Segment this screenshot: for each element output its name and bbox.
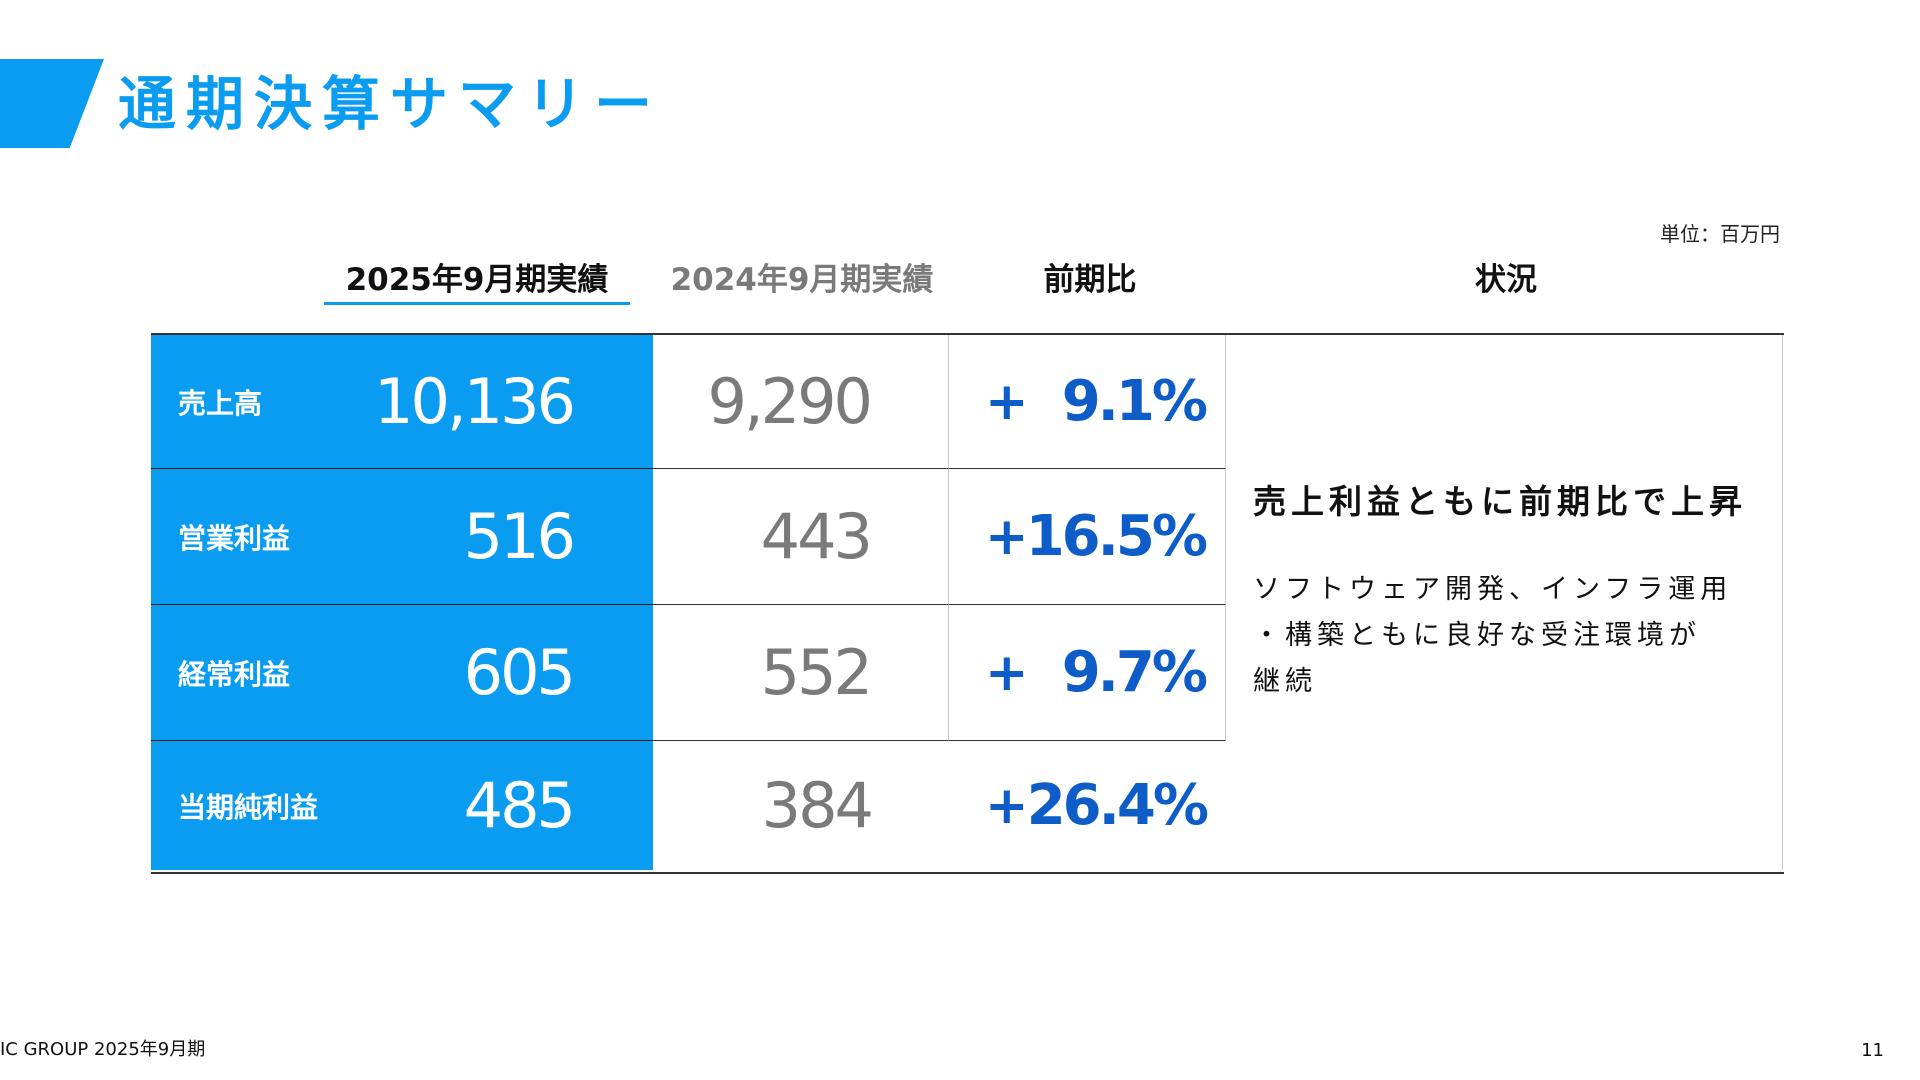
prior-value: 443	[760, 500, 873, 573]
header-current-period: 2025年9月期実績	[324, 258, 630, 305]
footer-company-period: IC GROUP 2025年9月期	[0, 1039, 206, 1060]
status-detail-line: 継続	[1253, 666, 1317, 697]
table-row: 営業利益 516 443 + 16.5%	[151, 469, 1228, 605]
row-label: 当期純利益	[178, 790, 319, 824]
table-row: 当期純利益 485 384 + 26.4%	[151, 741, 1228, 870]
prior-cell: 443	[653, 469, 949, 605]
prior-cell: 384	[653, 741, 950, 870]
page-title: 通期決算サマリー	[118, 70, 663, 138]
ratio-cell: + 9.1%	[949, 335, 1226, 469]
row-label: 経常利益	[178, 657, 291, 691]
ratio-cell: + 26.4%	[949, 741, 1227, 870]
prior-cell: 552	[653, 605, 949, 741]
status-detail-line: ソフトウェア開発、インフラ運用	[1253, 574, 1733, 605]
unit-label: 単位：百万円	[1660, 222, 1780, 246]
current-value: 516	[463, 500, 576, 573]
header-yoy-ratio: 前期比	[1043, 262, 1137, 298]
row-label: 営業利益	[178, 521, 291, 555]
current-value: 605	[463, 636, 576, 709]
status-detail-line: ・構築ともに良好な受注環境が	[1253, 620, 1701, 651]
header-prior-period: 2024年9月期実績	[670, 262, 934, 298]
current-cell: 売上高 10,136	[151, 335, 653, 469]
current-cell: 営業利益 516	[151, 469, 653, 605]
ratio-sign: +	[985, 371, 1029, 432]
prior-value: 384	[761, 769, 874, 842]
header-status: 状況	[1475, 262, 1537, 298]
status-cell: 売上利益ともに前期比で上昇 ソフトウェア開発、インフラ運用 ・構築ともに良好な受…	[1226, 335, 1783, 870]
current-cell: 当期純利益 485	[151, 741, 653, 870]
ratio-value: 16.5%	[1025, 504, 1208, 569]
prior-cell: 9,290	[653, 335, 949, 469]
prior-value: 9,290	[707, 365, 873, 438]
ratio-sign: +	[985, 642, 1029, 703]
current-value: 10,136	[374, 365, 576, 438]
ratio-cell: + 9.7%	[949, 605, 1226, 741]
ratio-value: 26.4%	[1026, 773, 1209, 838]
ratio-value: 9.1%	[1061, 369, 1208, 434]
prior-value: 552	[760, 636, 873, 709]
title-accent-shape	[0, 59, 104, 148]
status-headline: 売上利益ともに前期比で上昇	[1253, 482, 1747, 521]
table-row: 売上高 10,136 9,290 + 9.1%	[151, 335, 1228, 469]
ratio-sign: +	[985, 506, 1029, 567]
table-row: 経常利益 605 552 + 9.7%	[151, 605, 1228, 741]
ratio-cell: + 16.5%	[949, 469, 1226, 605]
current-cell: 経常利益 605	[151, 605, 653, 741]
current-value: 485	[463, 769, 576, 842]
ratio-value: 9.7%	[1061, 640, 1208, 705]
results-table: 売上高 10,136 9,290 + 9.1% 営業利益 516 443 + 1…	[151, 333, 1784, 874]
ratio-sign: +	[985, 775, 1029, 836]
page-number: 11	[1861, 1040, 1884, 1061]
row-label: 売上高	[178, 386, 263, 420]
status-detail: ソフトウェア開発、インフラ運用 ・構築ともに良好な受注環境が 継続	[1253, 567, 1773, 705]
